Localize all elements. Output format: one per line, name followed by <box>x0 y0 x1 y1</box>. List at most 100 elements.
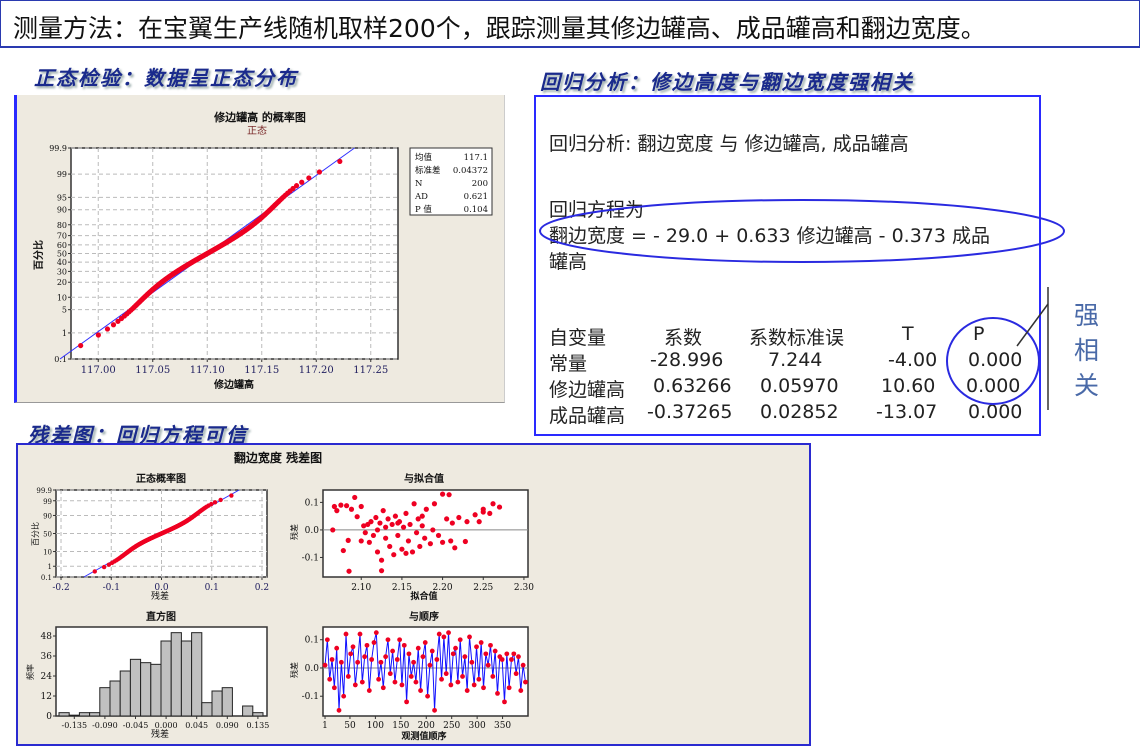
histogram-bar <box>211 690 223 717</box>
data-point <box>78 342 84 349</box>
annotation-char: 强 <box>1074 301 1100 330</box>
y-tick-label: 1 <box>62 329 67 338</box>
data-point <box>430 527 436 533</box>
x-tick-label: 0.000 <box>155 721 178 730</box>
data-point <box>439 539 446 545</box>
data-point <box>462 654 468 660</box>
data-point <box>229 493 234 498</box>
data-point <box>464 688 470 693</box>
regression-heading: 回归分析: 翻边宽度 与 修边罐高, 成品罐高 <box>549 133 909 155</box>
data-point <box>490 501 496 507</box>
data-point <box>446 492 452 498</box>
data-point <box>361 523 367 529</box>
data-point <box>377 520 383 526</box>
equation-line-2: 罐高 <box>549 251 588 273</box>
histogram-bar <box>119 670 131 717</box>
data-point <box>520 662 526 668</box>
histogram-bar <box>191 632 203 717</box>
histogram-bar <box>242 705 254 717</box>
data-point <box>92 569 97 574</box>
data-point <box>352 682 358 688</box>
x-tick-label: -0.045 <box>123 721 149 730</box>
data-point <box>446 630 451 636</box>
y-tick-label: 0.1 <box>41 574 52 582</box>
histogram-bar <box>252 712 264 717</box>
data-point <box>354 514 360 520</box>
p-value-highlight-circle <box>946 317 1040 405</box>
legend-value: 200 <box>472 179 488 189</box>
data-point <box>415 516 421 522</box>
x-axis-label: 观测值顺序 <box>401 730 446 742</box>
data-point <box>502 699 507 705</box>
data-point <box>330 527 336 533</box>
y-axis-label: 百分比 <box>30 522 40 546</box>
data-point <box>400 524 407 530</box>
legend-label: 标准差 <box>415 165 441 176</box>
x-tick-label: 2.10 <box>351 583 371 593</box>
data-point <box>462 538 468 545</box>
data-point <box>383 524 389 530</box>
y-tick-label: 0.1 <box>305 498 319 508</box>
data-point <box>403 550 409 556</box>
data-point <box>371 640 377 645</box>
data-point <box>406 651 412 657</box>
x-tick-label: 0.0 <box>154 583 169 593</box>
data-point <box>348 506 355 512</box>
data-point <box>380 508 386 514</box>
data-point <box>407 521 413 528</box>
data-point <box>467 634 472 640</box>
chart-title: 与顺序 <box>409 610 439 623</box>
histogram-bar <box>150 663 162 717</box>
data-point <box>218 497 223 503</box>
data-point <box>422 640 428 645</box>
x-tick-label: 1 <box>322 721 328 731</box>
x-tick-label: 0.1 <box>205 583 219 593</box>
data-point <box>409 549 416 555</box>
plot-area <box>322 489 529 578</box>
data-point <box>101 564 107 570</box>
data-point <box>495 690 500 696</box>
legend-value: 0.621 <box>464 192 488 202</box>
data-point <box>373 514 379 521</box>
data-point <box>513 671 519 677</box>
data-point <box>435 532 442 539</box>
data-point <box>516 654 521 660</box>
data-point <box>383 654 389 660</box>
equation-highlight-ellipse <box>539 199 1065 263</box>
x-tick-label: 250 <box>443 721 460 731</box>
data-point <box>397 637 403 643</box>
data-point <box>324 637 330 643</box>
data-point <box>387 671 393 677</box>
y-tick-label: 48 <box>41 632 53 642</box>
x-tick-label: 0.090 <box>216 721 239 730</box>
row-label: 修边罐高 <box>549 379 626 401</box>
data-point <box>380 685 386 691</box>
x-tick-label: 100 <box>367 721 384 731</box>
legend-label: 均值 <box>415 152 433 163</box>
data-point <box>391 552 397 558</box>
data-point <box>343 631 349 637</box>
data-point <box>359 679 365 685</box>
data-point <box>345 674 351 679</box>
table-cell: 0.05970 <box>760 375 839 397</box>
histogram-bar <box>170 632 182 717</box>
data-point <box>334 508 340 514</box>
data-point <box>115 318 121 324</box>
data-point <box>364 642 370 648</box>
histogram-bar <box>78 712 91 717</box>
y-tick-label: 5 <box>62 306 67 315</box>
data-point <box>511 651 517 657</box>
data-point <box>341 693 347 699</box>
data-point <box>322 662 328 668</box>
data-point <box>376 676 382 682</box>
data-point <box>392 679 398 685</box>
y-tick-label: 70 <box>57 232 67 241</box>
table-cell: -0.37265 <box>647 401 733 423</box>
data-point <box>431 501 438 507</box>
column-header: T <box>902 323 914 345</box>
x-tick-label: 2.15 <box>392 583 412 593</box>
data-point <box>417 543 423 550</box>
table-cell: -28.996 <box>650 349 724 371</box>
